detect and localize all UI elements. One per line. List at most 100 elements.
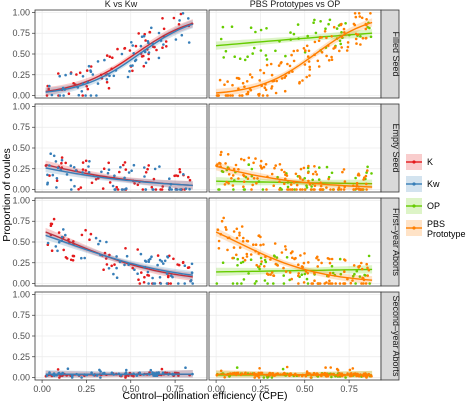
- data-point: [144, 188, 148, 191]
- data-point: [258, 265, 261, 268]
- data-point: [124, 247, 127, 250]
- data-point: [242, 236, 245, 240]
- y-tick-label: 1.00: [12, 101, 30, 111]
- data-point: [223, 83, 226, 86]
- data-point: [319, 184, 323, 188]
- data-point: [146, 270, 150, 274]
- data-point: [233, 55, 236, 58]
- row-strip: [380, 9, 400, 99]
- data-point: [45, 374, 49, 377]
- data-point: [355, 181, 359, 185]
- legend-label-line: K: [427, 157, 433, 167]
- data-point: [103, 58, 106, 62]
- data-point: [163, 259, 167, 263]
- data-point: [118, 170, 121, 174]
- data-point: [263, 279, 267, 282]
- data-point: [262, 243, 265, 246]
- data-point: [305, 370, 309, 373]
- data-point: [284, 54, 287, 58]
- data-point: [46, 241, 50, 245]
- data-point: [144, 61, 148, 65]
- data-point: [50, 93, 54, 97]
- data-point: [143, 50, 147, 54]
- data-point: [305, 75, 309, 79]
- data-point: [306, 55, 310, 58]
- data-point: [57, 72, 60, 75]
- y-tick-label: 0.25: [12, 164, 30, 174]
- data-point: [127, 171, 131, 174]
- data-point: [317, 178, 321, 181]
- data-point: [270, 376, 274, 379]
- data-point: [272, 254, 276, 257]
- data-point: [113, 263, 116, 266]
- data-point: [147, 164, 150, 167]
- data-point: [179, 188, 183, 191]
- data-point: [365, 18, 368, 21]
- data-point: [307, 60, 311, 63]
- data-point: [102, 167, 106, 170]
- data-point: [120, 188, 124, 191]
- data-point: [259, 68, 262, 72]
- data-point: [242, 174, 246, 178]
- data-point: [259, 159, 263, 163]
- data-point: [296, 23, 300, 26]
- data-point: [313, 165, 316, 168]
- data-point: [96, 60, 100, 63]
- data-point: [227, 182, 230, 185]
- data-point: [262, 71, 266, 75]
- data-point: [98, 239, 102, 243]
- data-point: [283, 76, 287, 79]
- data-point: [243, 188, 246, 191]
- data-point: [256, 177, 259, 180]
- data-point: [340, 46, 344, 49]
- data-point: [282, 282, 286, 285]
- data-point: [224, 162, 227, 165]
- data-point: [312, 21, 315, 25]
- data-point: [81, 171, 84, 174]
- data-point: [250, 76, 254, 79]
- data-point: [265, 58, 269, 61]
- data-point: [111, 56, 114, 59]
- data-point: [368, 282, 372, 285]
- data-point: [81, 168, 85, 171]
- data-point: [127, 263, 130, 267]
- data-point: [221, 170, 225, 174]
- data-point: [190, 271, 194, 275]
- data-point: [219, 369, 223, 373]
- data-point: [238, 246, 242, 249]
- data-point: [348, 368, 352, 372]
- legend-label: PBS Prototype: [427, 219, 466, 239]
- data-point: [108, 74, 111, 78]
- data-point: [273, 242, 277, 245]
- data-point: [231, 83, 234, 87]
- data-point: [317, 258, 320, 262]
- data-point: [304, 270, 308, 273]
- data-point: [292, 59, 296, 63]
- data-point: [96, 82, 100, 85]
- y-tick-label: 0.25: [12, 70, 30, 80]
- data-point: [364, 27, 368, 31]
- data-point: [360, 282, 363, 285]
- data-point: [224, 49, 228, 53]
- data-point: [164, 40, 168, 43]
- y-tick-label: 1.00: [12, 289, 30, 299]
- data-point: [300, 374, 304, 378]
- data-point: [46, 182, 49, 186]
- data-point: [55, 186, 58, 189]
- data-point: [249, 253, 253, 256]
- data-point: [264, 88, 268, 92]
- series-points: [215, 216, 373, 285]
- data-point: [240, 225, 244, 228]
- data-point: [364, 37, 368, 40]
- data-point: [149, 368, 153, 372]
- data-point: [88, 238, 91, 241]
- data-point: [238, 231, 241, 235]
- data-point: [243, 258, 247, 262]
- confidence-band: [45, 227, 193, 281]
- data-point: [47, 87, 50, 91]
- data-point: [355, 187, 358, 191]
- data-point: [138, 282, 142, 285]
- data-point: [60, 161, 63, 165]
- data-point: [264, 163, 268, 166]
- data-point: [259, 262, 263, 266]
